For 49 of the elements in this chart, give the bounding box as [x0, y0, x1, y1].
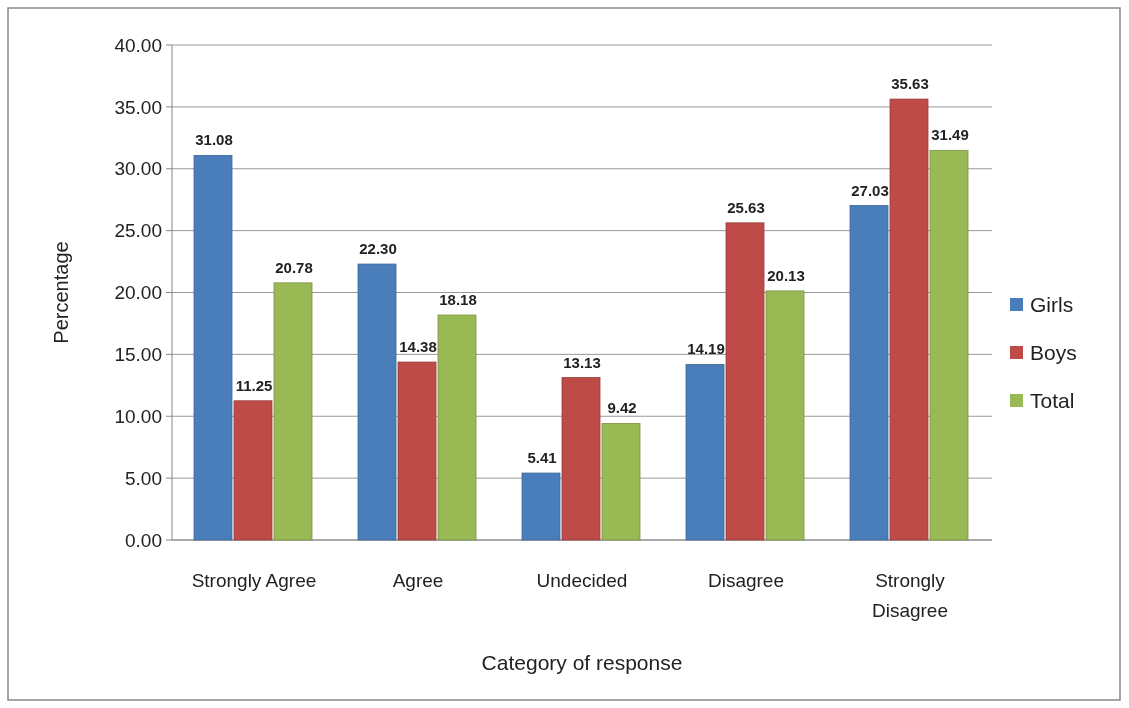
x-tick-label: Undecided [536, 570, 628, 591]
y-tick-label: 10.00 [114, 405, 162, 427]
bar [601, 423, 641, 541]
y-tick-label: 40.00 [114, 34, 162, 56]
x-tick-label: Disagree [707, 570, 785, 591]
data-label: 27.03 [851, 181, 889, 199]
y-tick-label: 0.00 [125, 529, 162, 551]
x-tick-label: Agree [392, 570, 444, 591]
x-tick-label: Strongly Agree [191, 570, 317, 591]
data-label: 9.42 [607, 399, 637, 417]
y-tick-label: 25.00 [114, 220, 162, 242]
data-label: 22.30 [359, 240, 397, 258]
legend-label: Boys [1030, 341, 1077, 365]
bar [437, 314, 477, 541]
data-label: 31.49 [931, 126, 969, 144]
legend-label: Girls [1030, 293, 1074, 317]
data-label: 20.13 [767, 266, 805, 284]
data-label: 14.38 [399, 338, 437, 356]
data-label: 25.63 [727, 198, 765, 216]
bar [357, 263, 397, 541]
bar [889, 98, 929, 541]
bar [765, 290, 805, 541]
data-label: 14.19 [687, 340, 725, 358]
bar [849, 205, 889, 541]
y-tick-label: 15.00 [114, 344, 162, 366]
bar [397, 361, 437, 541]
data-label: 18.18 [439, 291, 477, 309]
data-label: 5.41 [527, 449, 557, 467]
data-label: 31.08 [195, 131, 233, 149]
x-axis-title: Category of response [481, 651, 683, 674]
y-tick-label: 35.00 [114, 96, 162, 118]
data-label: 11.25 [235, 376, 273, 394]
y-axis-title: Percentage [50, 241, 72, 344]
y-tick-label: 30.00 [114, 158, 162, 180]
data-label: 35.63 [891, 75, 929, 93]
x-tick-label: Strongly Disagree [871, 570, 949, 621]
bar [233, 400, 273, 541]
bar [193, 154, 233, 541]
y-tick-label: 20.00 [114, 282, 162, 304]
bar [685, 364, 725, 541]
bar [521, 472, 561, 541]
y-tick-label: 5.00 [125, 467, 162, 489]
bar [725, 222, 765, 541]
legend-label: Total [1030, 389, 1075, 413]
data-label: 20.78 [275, 258, 313, 276]
data-label: 13.13 [563, 353, 601, 371]
bar [561, 377, 601, 541]
bar [273, 282, 313, 541]
bar [929, 149, 969, 541]
